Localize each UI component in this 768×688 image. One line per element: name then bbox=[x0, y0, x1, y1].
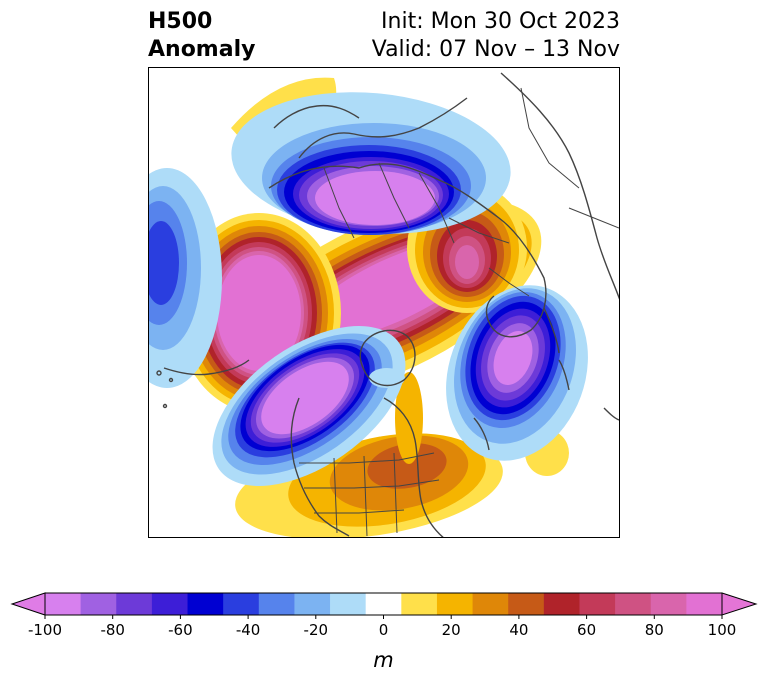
colorbar-bin bbox=[543, 593, 580, 615]
colorbar-bin bbox=[330, 593, 367, 615]
colorbar-bin bbox=[508, 593, 545, 615]
negative-anomaly-west-pacific bbox=[149, 168, 222, 388]
colorbar-ticks: -100 -80 -60 -40 -20 0 20 40 60 80 100 bbox=[28, 615, 736, 639]
colorbar-bin bbox=[401, 593, 438, 615]
colorbar-tick-label: 40 bbox=[509, 621, 528, 639]
colorbar-bin bbox=[472, 593, 509, 615]
init-date: Init: Mon 30 Oct 2023 bbox=[381, 9, 620, 34]
colorbar-bin bbox=[436, 593, 474, 615]
coastlines bbox=[156, 72, 619, 537]
map-dates: Init: Mon 30 Oct 2023 Valid: 07 Nov – 13… bbox=[372, 8, 620, 64]
colorbar-canvas: -100 -80 -60 -40 -20 0 20 40 60 80 100 m bbox=[10, 592, 758, 672]
colorbar-bins bbox=[45, 593, 723, 615]
colorbar-tick-label: -40 bbox=[236, 621, 261, 639]
colorbar-bin bbox=[223, 593, 260, 615]
colorbar-tick-label: 20 bbox=[442, 621, 461, 639]
colorbar-bin bbox=[80, 593, 117, 615]
colorbar-bin bbox=[258, 593, 295, 615]
colorbar-tick-label: 100 bbox=[708, 621, 737, 639]
valid-date-range: Valid: 07 Nov – 13 Nov bbox=[371, 37, 620, 62]
title-variable: H500 bbox=[148, 9, 213, 34]
negative-anomaly-minor bbox=[369, 368, 405, 388]
anomaly-map-canvas bbox=[149, 72, 619, 537]
colorbar-bin bbox=[615, 593, 652, 615]
title-type: Anomaly bbox=[148, 37, 256, 62]
colorbar: -100 -80 -60 -40 -20 0 20 40 60 80 100 m bbox=[0, 585, 768, 684]
colorbar-tick-label: -100 bbox=[28, 621, 62, 639]
colorbar-units-label: m bbox=[373, 648, 393, 672]
colorbar-tick-label: -20 bbox=[304, 621, 329, 639]
colorbar-tick-label: 0 bbox=[379, 621, 389, 639]
colorbar-bin bbox=[187, 593, 224, 615]
colorbar-bin bbox=[579, 593, 616, 615]
colorbar-tick-label: -80 bbox=[100, 621, 125, 639]
colorbar-tick-label: -60 bbox=[168, 621, 193, 639]
colorbar-lower-extend bbox=[10, 592, 46, 616]
colorbar-tick-label: 80 bbox=[645, 621, 664, 639]
map-title: H500 Anomaly bbox=[148, 8, 255, 64]
colorbar-bin bbox=[294, 593, 331, 615]
colorbar-bin bbox=[45, 593, 82, 615]
colorbar-bin bbox=[686, 593, 723, 615]
colorbar-bin bbox=[365, 593, 402, 615]
negative-anomaly-north-atlantic bbox=[446, 285, 588, 461]
colorbar-bin bbox=[650, 593, 687, 615]
anomaly-map bbox=[148, 67, 620, 538]
negative-anomaly-west-north-america bbox=[212, 326, 406, 486]
colorbar-bin bbox=[116, 593, 153, 615]
colorbar-bin bbox=[151, 593, 189, 615]
colorbar-upper-extend bbox=[721, 592, 758, 616]
colorbar-tick-label: 60 bbox=[577, 621, 596, 639]
